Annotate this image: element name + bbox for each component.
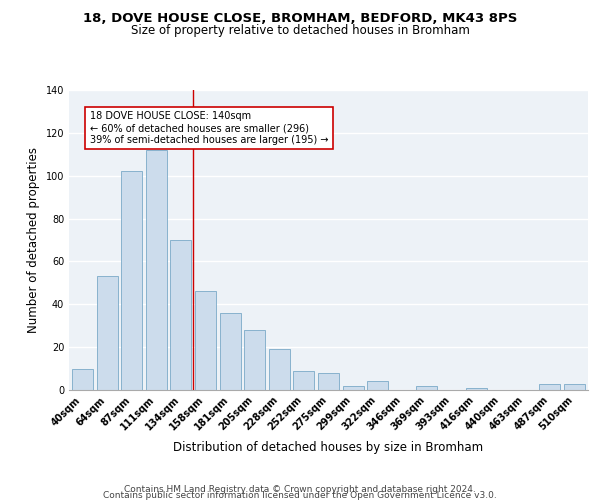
Bar — [97, 276, 118, 390]
Bar — [293, 370, 314, 390]
Bar — [220, 313, 241, 390]
Bar — [72, 368, 93, 390]
X-axis label: Distribution of detached houses by size in Bromham: Distribution of detached houses by size … — [173, 441, 484, 454]
Bar — [170, 240, 191, 390]
Bar — [269, 350, 290, 390]
Text: Size of property relative to detached houses in Bromham: Size of property relative to detached ho… — [131, 24, 469, 37]
Bar — [367, 382, 388, 390]
Bar — [121, 172, 142, 390]
Bar — [244, 330, 265, 390]
Text: 18 DOVE HOUSE CLOSE: 140sqm
← 60% of detached houses are smaller (296)
39% of se: 18 DOVE HOUSE CLOSE: 140sqm ← 60% of det… — [90, 112, 328, 144]
Bar — [195, 292, 216, 390]
Text: 18, DOVE HOUSE CLOSE, BROMHAM, BEDFORD, MK43 8PS: 18, DOVE HOUSE CLOSE, BROMHAM, BEDFORD, … — [83, 12, 517, 26]
Text: Contains HM Land Registry data © Crown copyright and database right 2024.: Contains HM Land Registry data © Crown c… — [124, 485, 476, 494]
Y-axis label: Number of detached properties: Number of detached properties — [27, 147, 40, 333]
Bar — [564, 384, 585, 390]
Text: Contains public sector information licensed under the Open Government Licence v3: Contains public sector information licen… — [103, 491, 497, 500]
Bar — [343, 386, 364, 390]
Bar — [146, 150, 167, 390]
Bar — [539, 384, 560, 390]
Bar — [466, 388, 487, 390]
Bar — [318, 373, 339, 390]
Bar — [416, 386, 437, 390]
